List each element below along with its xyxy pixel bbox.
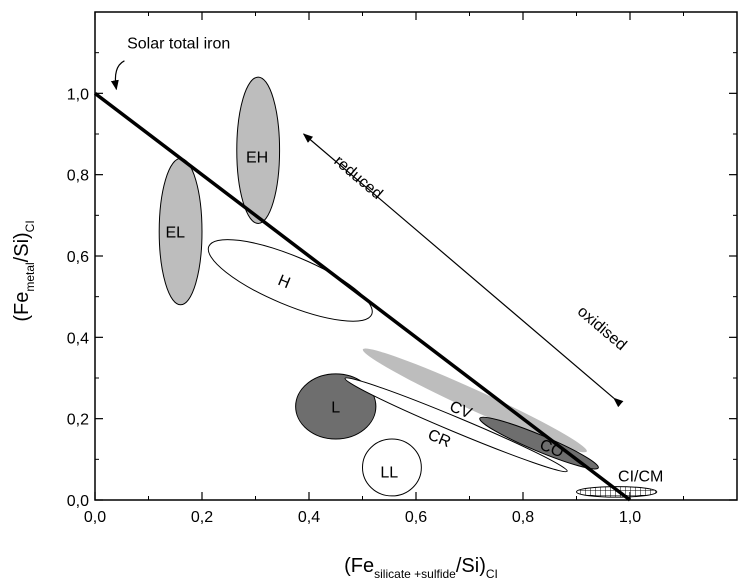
x-axis-label: (Fesilicate +sulfide/Si)CI xyxy=(344,555,498,581)
x-axis-label-tail-sub: CI xyxy=(486,567,498,581)
x-tick-label: 0,0 xyxy=(84,509,106,526)
x-axis-label-tail: /Si) xyxy=(456,555,486,577)
region-label-eh: EH xyxy=(246,149,268,166)
x-tick-label: 0,6 xyxy=(405,509,427,526)
region-eh xyxy=(236,76,281,224)
region-label-el: EL xyxy=(165,225,185,242)
region-ll xyxy=(362,438,422,497)
y-tick-label: 0,2 xyxy=(67,412,89,429)
y-tick-label: 0,0 xyxy=(67,493,89,510)
region-label-ci-cm: CI/CM xyxy=(618,469,663,486)
x-tick-label: 0,2 xyxy=(191,509,213,526)
y-tick-label: 0,8 xyxy=(67,168,89,185)
y-axis-label: (Femetal/Si)CI xyxy=(11,220,37,321)
x-axis-label-sub: silicate +sulfide xyxy=(374,567,456,581)
y-axis-label-tail-sub: CI xyxy=(23,220,37,232)
trend-arrow xyxy=(302,133,624,408)
x-tick-label: 0,4 xyxy=(298,509,320,526)
reduced-label: reduced xyxy=(330,153,385,203)
y-axis-label-sub: metal xyxy=(23,262,37,291)
x-tick-label: 1,0 xyxy=(619,509,641,526)
region-label-ll: LL xyxy=(380,465,398,482)
region-label-l: L xyxy=(331,399,340,416)
y-axis-label-tail: /Si) xyxy=(11,232,33,262)
regions-layer xyxy=(158,76,658,498)
ticks-layer: 0,0 0,2 0,4 0,6 0,8 1,0 0,0 0,2 0,4 0,6 0,8 1,0 xyxy=(67,12,737,526)
y-axis-label-base: (Fe xyxy=(11,292,33,322)
solar-total-iron-label: Solar total iron xyxy=(127,36,230,53)
y-tick-label: 1,0 xyxy=(67,86,89,103)
region-co xyxy=(479,416,599,470)
x-axis-label-base: (Fe xyxy=(344,555,374,577)
oxidised-label: oxidised xyxy=(574,303,630,354)
y-tick-label: 0,6 xyxy=(67,249,89,266)
solar-pointer-arrow xyxy=(110,60,125,91)
y-tick-label: 0,4 xyxy=(67,330,89,347)
x-tick-label: 0,8 xyxy=(512,509,534,526)
